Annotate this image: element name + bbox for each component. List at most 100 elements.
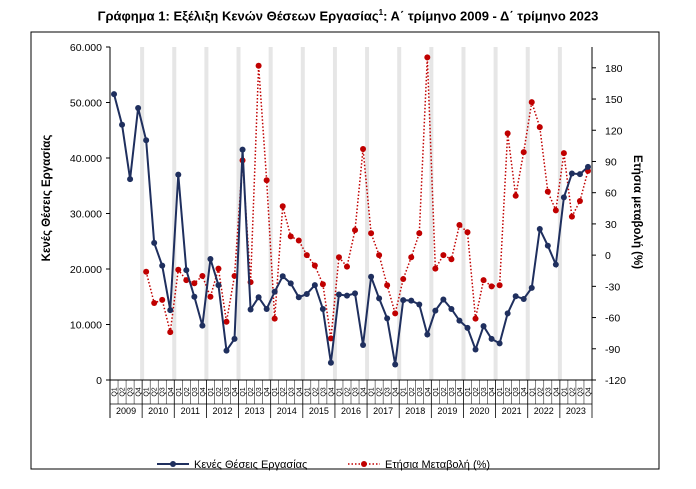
change-point xyxy=(416,230,423,237)
year-separator-band xyxy=(172,47,177,380)
quarter-label: Q1 xyxy=(144,387,151,396)
change-point xyxy=(183,277,190,284)
vacancies-point xyxy=(287,280,294,287)
quarter-label: Q3 xyxy=(513,387,520,396)
vacancies-point xyxy=(536,226,543,233)
year-bands xyxy=(140,47,562,380)
quarter-label: Q1 xyxy=(304,387,311,396)
change-point xyxy=(440,252,447,259)
vacancies-point xyxy=(295,294,302,301)
right-tick-label: 0 xyxy=(605,250,611,262)
vacancies-point xyxy=(392,361,399,368)
change-point xyxy=(223,318,230,325)
change-point xyxy=(343,263,350,270)
change-point xyxy=(231,272,238,279)
y-axis-right-title: Ετήσια μεταβολή (%) xyxy=(631,155,643,269)
change-point xyxy=(392,310,399,317)
year-label: 2015 xyxy=(309,406,329,416)
right-tick-label: -90 xyxy=(605,344,620,356)
quarter-label: Q2 xyxy=(120,387,127,396)
change-point xyxy=(432,265,439,272)
vacancies-point xyxy=(255,294,262,301)
vacancies-point xyxy=(352,290,359,297)
vacancies-point xyxy=(552,261,559,268)
vacancies-point xyxy=(119,121,126,128)
quarter-label: Q1 xyxy=(465,387,472,396)
change-point xyxy=(279,203,286,210)
quarter-label: Q4 xyxy=(457,387,464,396)
vacancies-point xyxy=(183,267,190,274)
quarter-label: Q3 xyxy=(353,387,360,396)
year-separator-band xyxy=(332,47,337,380)
year-separator-band xyxy=(461,47,466,380)
change-point xyxy=(167,329,174,336)
year-label: 2021 xyxy=(502,406,522,416)
quarter-label: Q1 xyxy=(433,387,440,396)
vacancies-point xyxy=(207,256,214,263)
quarter-label: Q2 xyxy=(248,387,255,396)
change-point xyxy=(512,192,519,199)
title-suffix: : Α΄ τρίμηνο 2009 - Δ΄ τρίμηνο 2023 xyxy=(383,8,599,24)
change-point xyxy=(311,262,318,269)
right-tick-label: 150 xyxy=(605,94,623,106)
vacancies-point xyxy=(560,194,567,201)
change-point xyxy=(536,124,543,131)
change-point xyxy=(520,149,527,156)
year-label: 2018 xyxy=(405,406,425,416)
quarter-label: Q2 xyxy=(473,387,480,396)
quarter-label: Q3 xyxy=(256,387,263,396)
quarter-label: Q4 xyxy=(425,387,432,396)
year-label: 2009 xyxy=(116,406,136,416)
quarter-label: Q3 xyxy=(417,387,424,396)
quarter-label: Q2 xyxy=(184,387,191,396)
right-tick-label: 60 xyxy=(605,188,617,200)
year-separator-band xyxy=(397,47,402,380)
right-tick-label: -30 xyxy=(605,281,620,293)
vacancies-point xyxy=(159,262,166,269)
quarter-label: Q1 xyxy=(272,387,279,396)
quarter-label: Q4 xyxy=(521,387,528,396)
quarter-label: Q3 xyxy=(577,387,584,396)
change-point xyxy=(215,265,222,272)
change-point xyxy=(528,99,535,106)
vacancies-point xyxy=(544,242,551,249)
change-line xyxy=(145,57,589,339)
chart-frame xyxy=(30,31,660,470)
quarter-label: Q1 xyxy=(529,387,536,396)
quarter-label: Q2 xyxy=(537,387,544,396)
quarter-label: Q3 xyxy=(449,387,456,396)
quarter-label: Q4 xyxy=(585,387,592,396)
year-label: 2013 xyxy=(245,406,265,416)
quarter-label: Q3 xyxy=(192,387,199,396)
vacancies-point xyxy=(384,315,391,322)
vacancies-point xyxy=(488,335,495,342)
change-point xyxy=(576,198,583,205)
change-point xyxy=(327,335,334,342)
quarter-label: Q2 xyxy=(280,387,287,396)
vacancies-point xyxy=(239,146,246,153)
quarter-label: Q4 xyxy=(553,387,560,396)
left-axis: 0 10.000 20.000 30.000 40.000 50.000 60.000 xyxy=(70,42,111,387)
vacancies-point xyxy=(127,176,134,183)
quarter-label: Q2 xyxy=(344,387,351,396)
year-label: 2011 xyxy=(181,406,200,416)
vacancies-point xyxy=(472,346,479,353)
vacancies-point xyxy=(191,293,198,300)
left-tick-label: 60.000 xyxy=(70,42,102,54)
quarter-label: Q3 xyxy=(481,387,488,396)
change-point xyxy=(352,227,359,234)
change-point xyxy=(408,254,415,261)
quarter-label: Q2 xyxy=(441,387,448,396)
vacancies-point xyxy=(584,163,591,170)
vacancies-point xyxy=(327,359,334,366)
change-point xyxy=(159,296,166,303)
quarter-label: Q4 xyxy=(264,387,271,396)
legend-vacancies-label: Κενές Θέσεις Εργασίας xyxy=(194,459,307,471)
x-axis: Q1 Q2 Q3 Q4 Q1 Q2 Q3 Q4 Q1 Q2 Q3 Q4 Q1 Q2 Q3 Q4 Q1 Q2 Q3 Q4… xyxy=(109,379,592,418)
change-point xyxy=(319,281,326,288)
change-point xyxy=(295,237,302,244)
quarter-label: Q4 xyxy=(296,387,303,396)
left-tick-label: 10.000 xyxy=(70,320,102,332)
change-point xyxy=(303,252,310,259)
quarter-label: Q4 xyxy=(393,387,400,396)
